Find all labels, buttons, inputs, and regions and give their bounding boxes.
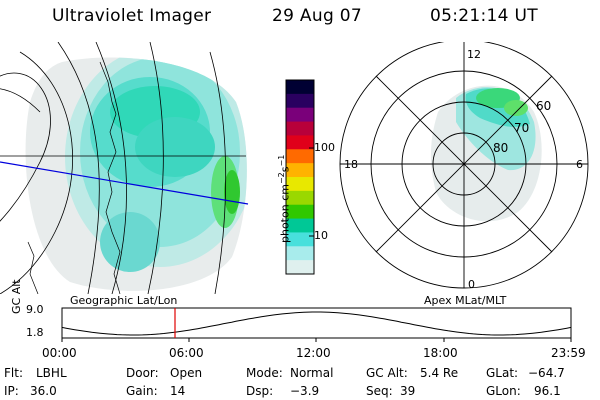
colorbar-segment — [286, 260, 314, 275]
colorbar-segment — [286, 246, 314, 261]
altitude-curve — [61, 311, 572, 336]
coastline — [99, 61, 121, 294]
geographic-label: Geographic Lat/Lon — [70, 294, 178, 307]
gain-value: 14 — [170, 384, 186, 398]
colorbar-segment — [286, 204, 314, 220]
filter-value: LBHL — [36, 366, 67, 380]
dsp-label: Dsp: — [246, 384, 274, 398]
colorbar-segment — [286, 232, 314, 247]
geographic-map — [0, 42, 249, 294]
gc-alt-label: GC Alt: — [366, 366, 408, 380]
ip-label: IP: — [4, 384, 19, 398]
door-value: Open — [170, 366, 203, 380]
mode-label: Mode: — [246, 366, 283, 380]
colorbar-unit: photon cm−2s−1 — [277, 155, 292, 243]
glat-value: −64.7 — [528, 366, 565, 380]
terminator-line — [0, 161, 249, 205]
altitude-y-bottom: 1.8 — [26, 326, 44, 339]
graticule — [0, 42, 246, 294]
time-tick-1200: 12:00 — [296, 346, 331, 360]
altitude-plot-frame — [61, 307, 572, 339]
colorbar-unit-mid: s — [278, 166, 292, 173]
mlt-6-label: 6 — [576, 158, 583, 171]
colorbar-unit-text: photon cm — [278, 184, 292, 243]
time-tick-0000: 00:00 — [42, 346, 77, 360]
mlat-70-label: 70 — [514, 121, 529, 135]
colorbar-segment — [286, 218, 314, 233]
altitude-ticks — [61, 338, 572, 342]
colorbar-segment — [286, 149, 314, 164]
image-date: 29 Aug 07 — [272, 6, 362, 26]
colorbar-segment — [286, 163, 314, 178]
time-tick-2359: 23:59 — [551, 346, 586, 360]
gain-label: Gain: — [126, 384, 158, 398]
colorbar-unit-exp2: −1 — [277, 154, 286, 167]
altitude-y-top: 9.0 — [26, 303, 44, 316]
colorbar-segment — [286, 190, 314, 206]
ip-value: 36.0 — [30, 384, 57, 398]
mode-value: Normal — [290, 366, 334, 380]
colorbar-segment — [286, 93, 314, 109]
colorbar-segment — [286, 135, 314, 150]
coastline-west — [27, 241, 39, 294]
aurora-emission-polar — [430, 85, 542, 222]
altitude-axis-label: GC Alt — [10, 279, 23, 314]
time-tick-1800: 18:00 — [423, 346, 458, 360]
seq-label: Seq: — [366, 384, 393, 398]
glat-label: GLat: — [486, 366, 519, 380]
time-tick-0600: 06:00 — [169, 346, 204, 360]
image-time: 05:21:14 UT — [430, 6, 538, 26]
color-scale — [262, 70, 322, 290]
colorbar-frame — [285, 79, 315, 275]
colorbar-segment — [286, 121, 314, 136]
colorbar-segment — [286, 177, 314, 192]
glon-value: 96.1 — [534, 384, 561, 398]
mlt-18-label: 18 — [344, 158, 358, 171]
colorbar-unit-exp1: −2 — [277, 172, 286, 185]
mlt-12-label: 12 — [467, 48, 481, 61]
mlt-0-label: 0 — [468, 278, 475, 291]
mlat-60-label: 60 — [536, 99, 551, 113]
seq-value: 39 — [400, 384, 416, 398]
colorbar-tick-100: 100 — [314, 141, 335, 154]
altitude-strip — [61, 307, 572, 342]
polar-grid — [339, 42, 589, 289]
aurora-emission-geo — [25, 57, 247, 291]
apex-label: Apex MLat/MLT — [424, 294, 507, 307]
dsp-value: −3.9 — [290, 384, 320, 398]
gc-alt-value: 5.4 Re — [420, 366, 459, 380]
mlat-80-label: 80 — [493, 141, 508, 155]
colorbar-segment — [286, 107, 314, 123]
colorbar — [285, 79, 315, 275]
colorbar-segment — [286, 80, 314, 95]
instrument-title: Ultraviolet Imager — [52, 6, 212, 26]
glon-label: GLon: — [486, 384, 521, 398]
polar-map: 12 18 6 0 60 70 80 — [339, 42, 589, 291]
filter-label: Flt: — [4, 366, 23, 380]
colorbar-tick-10: 10 — [314, 229, 328, 242]
door-label: Door: — [126, 366, 159, 380]
